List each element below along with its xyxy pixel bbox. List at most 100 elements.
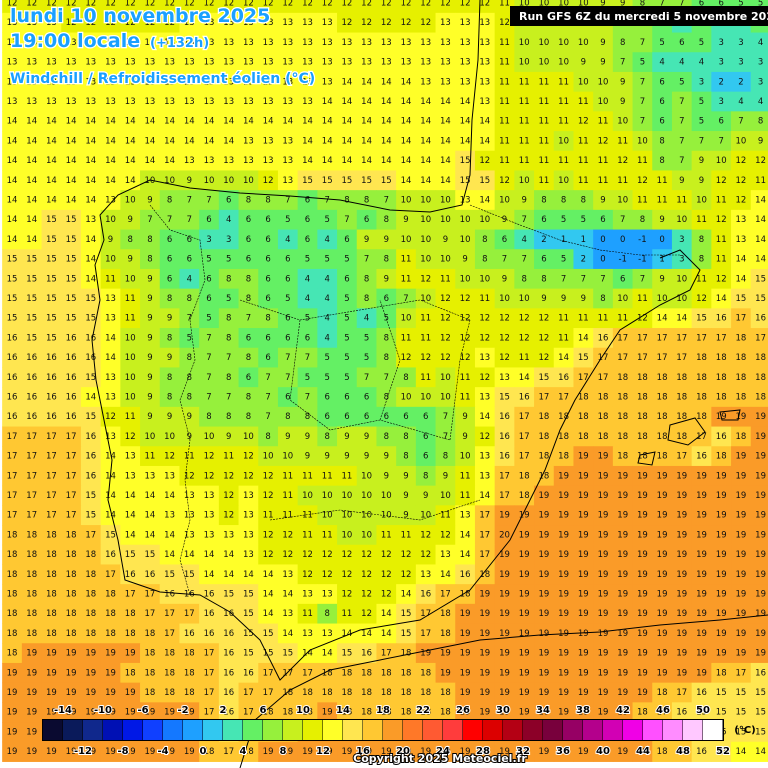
value-cell (140, 328, 161, 349)
value-cell (317, 0, 338, 14)
value-label: 19 (598, 747, 609, 757)
value-cell (21, 52, 43, 73)
value-cell (731, 347, 752, 368)
value-label: 12 (381, 0, 392, 9)
value-cell (494, 682, 515, 703)
value-label: 14 (66, 136, 77, 146)
value-cell (455, 32, 476, 53)
value-label: 12 (716, 215, 727, 225)
value-label: 8 (482, 255, 487, 265)
value-label: 1 (561, 235, 566, 245)
value-label: 5 (561, 215, 566, 225)
value-cell (415, 465, 437, 487)
value-cell (652, 52, 673, 73)
value-cell (120, 209, 141, 231)
value-label: 12 (105, 18, 116, 28)
value-cell (435, 170, 456, 191)
value-cell (159, 426, 180, 447)
value-label: 19 (598, 511, 609, 521)
value-label: 10 (578, 0, 589, 9)
value-label: 19 (322, 708, 333, 718)
value-cell (356, 347, 377, 368)
value-cell (750, 71, 768, 93)
value-label: 3 (679, 235, 684, 245)
value-cell (41, 170, 62, 191)
value-label: 12 (479, 432, 490, 442)
value-cell (396, 741, 417, 762)
value-label: 8 (226, 314, 231, 324)
value-cell (297, 71, 318, 93)
value-label: 19 (440, 668, 451, 678)
value-cell (514, 702, 535, 723)
value-cell (21, 150, 43, 171)
value-label: 19 (637, 649, 648, 659)
value-label: 12 (361, 18, 372, 28)
value-cell (2, 111, 23, 132)
value-label: 3 (718, 38, 723, 48)
value-cell (691, 170, 712, 191)
value-label: 8 (167, 393, 172, 403)
value-cell (21, 32, 43, 53)
value-label: 13 (460, 38, 471, 48)
value-cell (573, 465, 594, 487)
value-cell (337, 71, 358, 93)
value-cell (337, 32, 358, 53)
value-label: 14 (7, 156, 18, 166)
value-label: 18 (637, 452, 648, 462)
value-cell (218, 308, 240, 329)
value-label: 12 (499, 333, 510, 343)
value-label: 14 (26, 215, 37, 225)
value-cell (652, 564, 673, 585)
value-label: 7 (147, 215, 152, 225)
value-label: 19 (538, 530, 549, 540)
value-cell (199, 111, 220, 132)
value-cell (199, 741, 220, 762)
value-cell (297, 170, 318, 191)
value-cell (61, 623, 82, 644)
value-label: 19 (578, 530, 589, 540)
value-label: 13 (401, 58, 412, 68)
value-cell (553, 268, 574, 290)
value-label: 15 (263, 649, 274, 659)
value-cell (671, 150, 693, 171)
value-label: 19 (499, 649, 510, 659)
value-label: 19 (735, 471, 746, 481)
value-cell (159, 446, 180, 467)
value-label: 19 (716, 570, 727, 580)
value-cell (140, 131, 161, 152)
value-cell (277, 505, 299, 526)
value-label: 16 (223, 708, 234, 718)
value-cell (652, 465, 673, 487)
value-cell (474, 465, 496, 487)
value-label: 9 (620, 77, 625, 87)
value-label: 19 (499, 609, 510, 619)
value-cell (120, 190, 141, 211)
value-label: 16 (204, 590, 215, 600)
value-label: 13 (302, 18, 313, 28)
value-label: 17 (282, 668, 293, 678)
value-cell (494, 288, 515, 309)
value-label: 14 (361, 156, 372, 166)
value-cell (455, 465, 476, 487)
value-cell (179, 131, 200, 152)
value-cell (2, 465, 23, 487)
value-label: 19 (460, 708, 471, 718)
value-cell (376, 426, 397, 447)
value-cell (376, 643, 397, 664)
value-label: 7 (384, 196, 389, 206)
value-cell (396, 485, 417, 506)
value-cell (474, 603, 496, 625)
legend-tick-label: 28 (476, 746, 490, 757)
value-cell (199, 91, 220, 112)
value-label: 11 (282, 471, 293, 481)
value-cell (514, 288, 535, 309)
value-label: 9 (167, 412, 172, 422)
value-label: 11 (519, 156, 530, 166)
value-cell (494, 52, 515, 73)
value-label: 19 (716, 471, 727, 481)
value-label: 19 (519, 530, 530, 540)
value-cell (238, 623, 259, 644)
value-cell (140, 603, 161, 625)
value-label: 11 (519, 136, 530, 146)
